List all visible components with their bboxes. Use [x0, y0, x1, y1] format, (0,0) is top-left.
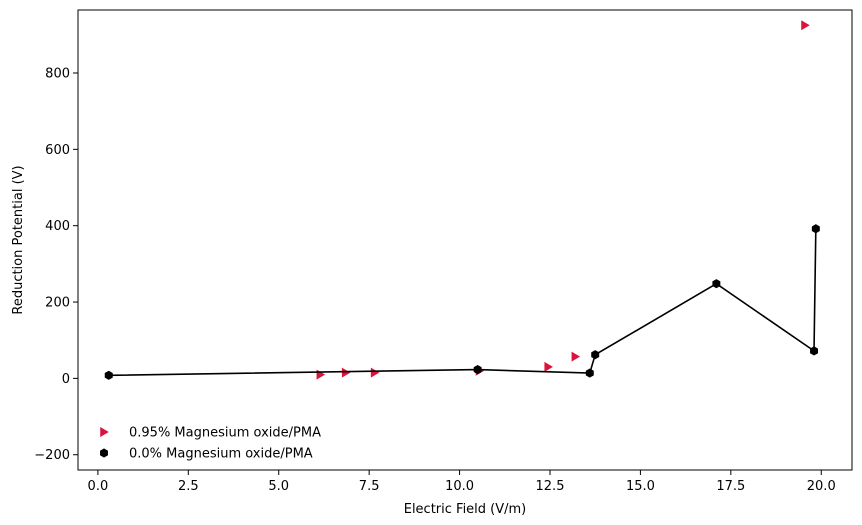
data-point: [801, 20, 810, 31]
data-point: [810, 346, 819, 356]
x-tick-label: 7.5: [359, 479, 380, 494]
y-tick-label: 0: [62, 372, 70, 387]
y-tick-label: 400: [45, 219, 70, 234]
legend: 0.95% Magnesium oxide/PMA 0.0% Magnesium …: [100, 426, 321, 462]
x-tick-label: 20.0: [807, 479, 836, 494]
y-tick-label: 200: [45, 296, 70, 311]
series-1: [104, 224, 820, 380]
x-axis-label: Electric Field (V/m): [404, 502, 527, 517]
y-axis: −200 0 200 400 600 800: [34, 66, 78, 463]
data-point: [341, 367, 351, 378]
data-point: [585, 368, 594, 378]
data-point: [104, 370, 113, 380]
plot-series: [104, 20, 820, 380]
x-tick-label: 0.0: [88, 479, 109, 494]
legend-marker: [100, 427, 109, 437]
legend-item: 0.95% Magnesium oxide/PMA: [100, 426, 321, 441]
x-axis: 0.0 2.5 5.0 7.5 10.0 12.5 15.0 17.5 20.0: [88, 470, 836, 494]
data-point: [544, 361, 553, 372]
plot-frame: [77, 9, 853, 471]
legend-label: 0.0% Magnesium oxide/PMA: [129, 447, 313, 462]
data-point: [571, 351, 581, 362]
data-point: [370, 367, 380, 378]
legend-item: 0.0% Magnesium oxide/PMA: [100, 447, 313, 462]
data-point: [811, 224, 820, 234]
y-tick-label: 800: [45, 66, 70, 81]
data-point: [712, 279, 721, 289]
x-tick-label: 17.5: [716, 479, 745, 494]
x-tick-label: 12.5: [536, 479, 565, 494]
data-point: [591, 350, 600, 360]
y-axis-label: Reduction Potential (V): [11, 165, 26, 314]
legend-label: 0.95% Magnesium oxide/PMA: [129, 426, 321, 441]
data-point: [473, 365, 482, 375]
x-tick-label: 15.0: [626, 479, 655, 494]
x-tick-label: 5.0: [268, 479, 289, 494]
y-tick-label: −200: [34, 448, 70, 463]
y-tick-label: 600: [45, 143, 70, 158]
x-tick-label: 10.0: [445, 479, 474, 494]
legend-marker: [100, 448, 108, 458]
x-tick-label: 2.5: [178, 479, 199, 494]
